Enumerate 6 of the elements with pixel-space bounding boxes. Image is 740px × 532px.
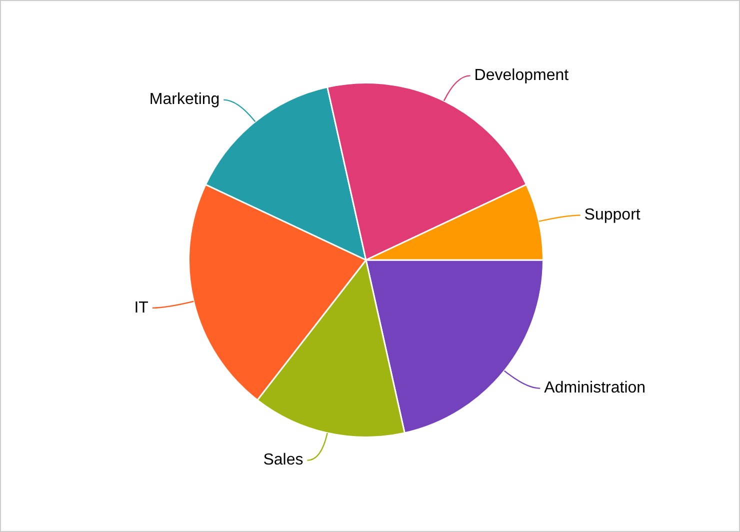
slice-label: Support [584,206,641,224]
slice-label: Sales [263,452,304,469]
slice-label: Marketing [149,91,220,108]
slice-label: Administration [544,380,646,397]
slice-label: IT [134,299,149,316]
slice-label: Development [474,67,570,84]
